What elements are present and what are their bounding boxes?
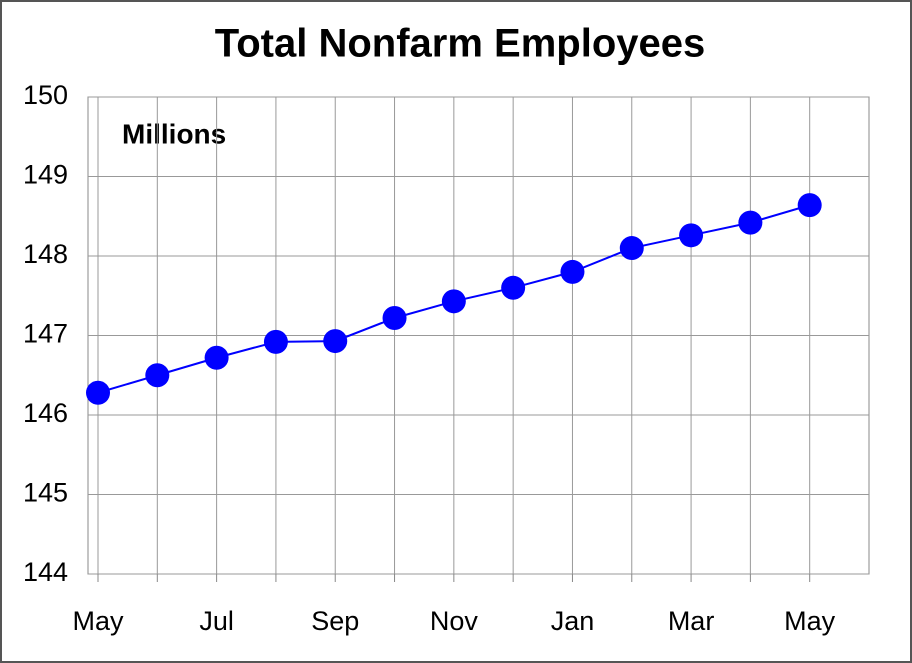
x-tick-label: Nov <box>430 606 479 636</box>
x-tick-label: Mar <box>668 606 715 636</box>
y-tick-label: 144 <box>23 557 68 587</box>
y-tick-label: 149 <box>23 160 68 190</box>
chart-title: Total Nonfarm Employees <box>215 22 705 66</box>
x-tick-label: May <box>784 606 836 636</box>
y-tick-label: 145 <box>23 478 68 508</box>
marker <box>145 363 170 388</box>
y-tick-label: 146 <box>23 398 68 428</box>
marker <box>560 259 585 284</box>
x-tick-label: Sep <box>311 606 359 636</box>
marker <box>619 236 644 261</box>
x-tick-label: May <box>72 606 124 636</box>
marker <box>204 345 229 370</box>
annotation: Millions <box>122 118 226 149</box>
y-tick-label: 147 <box>23 319 68 349</box>
x-tick-label: Jan <box>551 606 595 636</box>
y-tick-label: 148 <box>23 239 68 269</box>
marker <box>323 329 348 354</box>
marker <box>501 275 526 300</box>
x-tick-label: Jul <box>199 606 234 636</box>
marker <box>441 289 466 314</box>
marker <box>382 306 407 331</box>
marker <box>738 210 763 235</box>
marker <box>679 223 704 248</box>
marker <box>263 329 288 354</box>
y-tick-label: 150 <box>23 80 68 110</box>
marker <box>797 193 822 218</box>
marker <box>86 380 110 405</box>
